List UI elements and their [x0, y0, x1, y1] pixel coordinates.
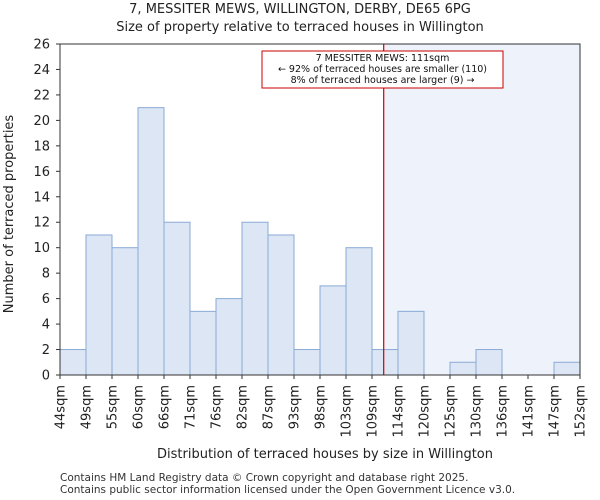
bar-114sqm[interactable] — [397, 310, 425, 376]
x-tick-label: 114sqm — [392, 385, 407, 438]
x-tick-label: 93sqm — [288, 385, 303, 429]
x-tick-label: 66sqm — [158, 385, 173, 429]
x-tick-label: 136sqm — [496, 385, 511, 438]
x-tick-label: 152sqm — [574, 385, 589, 438]
x-tick-label: 71sqm — [184, 385, 199, 429]
y-tick-label: 10 — [33, 241, 50, 256]
bar-71sqm[interactable] — [189, 310, 217, 376]
bar-87sqm[interactable] — [267, 234, 295, 376]
y-tick-label: 22 — [33, 88, 50, 103]
x-tick-label: 76sqm — [210, 385, 225, 429]
x-tick-label: 109sqm — [366, 385, 381, 438]
bar-109sqm[interactable] — [371, 349, 399, 376]
x-tick-label: 98sqm — [314, 385, 329, 429]
bar-130sqm[interactable] — [475, 349, 503, 376]
x-tick-label: 82sqm — [236, 385, 251, 429]
y-tick-label: 14 — [33, 190, 50, 205]
x-tick-label: 49sqm — [80, 385, 95, 429]
footer-line-1: Contains HM Land Registry data © Crown c… — [60, 472, 469, 484]
annotation-title: 7 MESSITER MEWS: 111sqm — [316, 53, 450, 64]
y-tick-label: 4 — [42, 318, 50, 333]
y-tick-label: 8 — [42, 267, 50, 282]
chart-subtitle: Size of property relative to terraced ho… — [116, 20, 484, 35]
x-tick-label: 130sqm — [470, 385, 485, 438]
footer-line-2: Contains public sector information licen… — [60, 484, 516, 496]
bar-98sqm[interactable] — [319, 285, 347, 376]
plot-frame — [59, 43, 581, 376]
x-tick-label: 60sqm — [132, 385, 147, 429]
bar-147sqm[interactable] — [553, 361, 581, 376]
x-tick-label: 125sqm — [444, 385, 459, 438]
y-tick-label: 16 — [33, 165, 50, 180]
y-tick-label: 20 — [33, 114, 50, 129]
y-tick-label: 18 — [33, 139, 50, 154]
y-tick-label: 12 — [33, 216, 50, 231]
annotation-larger: 8% of terraced houses are larger (9) → — [291, 75, 475, 86]
annotation-smaller: ← 92% of terraced houses are smaller (11… — [278, 64, 487, 75]
x-tick-label: 103sqm — [340, 385, 355, 438]
annotation-box — [261, 50, 504, 89]
bar-93sqm[interactable] — [293, 349, 321, 376]
y-tick-label: 2 — [42, 343, 50, 358]
bar-44sqm[interactable] — [59, 349, 87, 376]
y-axis-label: Number of terraced properties — [2, 115, 17, 314]
x-axis-label: Distribution of terraced houses by size … — [157, 447, 493, 462]
x-tick-label: 120sqm — [418, 385, 433, 438]
y-tick-label: 26 — [33, 38, 50, 53]
y-tick-label: 24 — [33, 63, 50, 78]
x-tick-label: 141sqm — [522, 385, 537, 438]
bar-82sqm[interactable] — [241, 221, 269, 376]
y-tick-label: 6 — [42, 292, 50, 307]
bar-103sqm[interactable] — [345, 247, 373, 376]
chart-title: 7, MESSITER MEWS, WILLINGTON, DERBY, DE6… — [129, 2, 471, 17]
bar-60sqm[interactable] — [137, 107, 165, 376]
bar-55sqm[interactable] — [111, 247, 139, 376]
x-tick-label: 55sqm — [106, 385, 121, 429]
x-tick-label: 147sqm — [548, 385, 563, 438]
bar-76sqm[interactable] — [215, 298, 243, 376]
x-tick-label: 44sqm — [54, 385, 69, 429]
y-tick-label: 0 — [42, 369, 50, 384]
x-tick-label: 87sqm — [262, 385, 277, 429]
bar-66sqm[interactable] — [163, 221, 191, 376]
bar-125sqm[interactable] — [449, 361, 477, 376]
bar-49sqm[interactable] — [85, 234, 113, 376]
